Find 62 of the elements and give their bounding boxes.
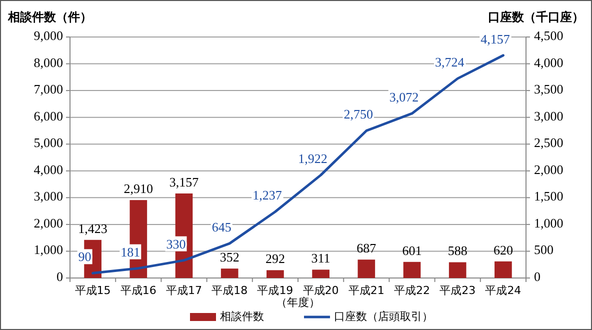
data-label: 90 <box>78 249 92 264</box>
bar <box>448 262 466 278</box>
x-tick-label: 平成24 <box>485 284 522 298</box>
y-tick-label: 5,000 <box>34 135 63 150</box>
data-label: 330 <box>166 236 186 252</box>
data-label: 3,157 <box>169 174 200 190</box>
bar <box>266 270 284 278</box>
data-label: 2,750 <box>344 106 374 122</box>
x-tick-label: 平成20 <box>302 284 339 298</box>
legend-label: 口座数（店頭取引） <box>334 310 433 324</box>
data-label: 311 <box>311 250 330 266</box>
data-label: 620 <box>493 242 513 258</box>
y2-tick-label: 0 <box>534 268 540 284</box>
data-label: 352 <box>220 250 240 265</box>
y-tick-label: 2,000 <box>34 215 63 230</box>
data-label: 1,237 <box>252 188 282 203</box>
data-label: 588 <box>448 243 468 258</box>
data-label: 601 <box>402 242 422 258</box>
y2-tick-label: 3,500 <box>534 82 564 97</box>
data-label: 687 <box>356 240 377 256</box>
data-label: 4,157 <box>480 31 510 46</box>
y-tick-label: 8,000 <box>34 54 63 70</box>
data-label: 181 <box>120 244 140 260</box>
bar <box>494 261 512 278</box>
y-tick-label: 6,000 <box>34 108 63 124</box>
y2-tick-label: 2,500 <box>534 135 564 150</box>
y2-tick-label: 4,500 <box>534 28 564 43</box>
bar <box>312 270 330 278</box>
y-tick-label: 0 <box>56 268 63 284</box>
y-tick-label: 3,000 <box>34 188 63 204</box>
bar <box>220 268 238 278</box>
y-tick-label: 9,000 <box>34 28 63 43</box>
y2-tick-label: 2,000 <box>534 162 564 177</box>
x-tick-label: 平成21 <box>348 284 384 298</box>
x-tick-label: 平成16 <box>120 284 156 298</box>
x-tick-label: 平成15 <box>74 284 111 298</box>
x-tick-label: 平成23 <box>440 284 476 298</box>
y-axis-title: 相談件数（件） <box>7 10 92 24</box>
y2-tick-label: 4,000 <box>534 54 564 70</box>
x-tick-label: 平成18 <box>212 284 248 298</box>
data-label: 1,423 <box>78 220 108 236</box>
data-label: 2,910 <box>124 181 154 196</box>
bar <box>403 262 421 278</box>
y2-tick-label: 1,000 <box>534 215 564 230</box>
y2-tick-label: 3,000 <box>534 108 564 124</box>
data-label: 3,072 <box>389 89 419 104</box>
y-tick-label: 7,000 <box>34 82 63 97</box>
x-tick-label: 平成19 <box>257 284 294 298</box>
x-tick-label: 平成22 <box>394 284 430 298</box>
y-tick-label: 4,000 <box>34 162 63 177</box>
legend-label: 相談件数 <box>220 310 264 324</box>
x-axis-title: （年度） <box>276 296 320 310</box>
y2-tick-label: 1,500 <box>534 188 564 204</box>
data-label: 645 <box>212 219 232 234</box>
y2-axis-title: 口座数（千口座） <box>488 10 584 24</box>
y-tick-label: 1,000 <box>34 242 63 258</box>
data-label: 1,922 <box>298 151 328 166</box>
bar <box>358 260 376 278</box>
data-label: 3,724 <box>434 54 465 70</box>
data-label: 292 <box>265 251 285 266</box>
x-tick-label: 平成17 <box>166 284 202 298</box>
y2-tick-label: 500 <box>534 242 554 258</box>
